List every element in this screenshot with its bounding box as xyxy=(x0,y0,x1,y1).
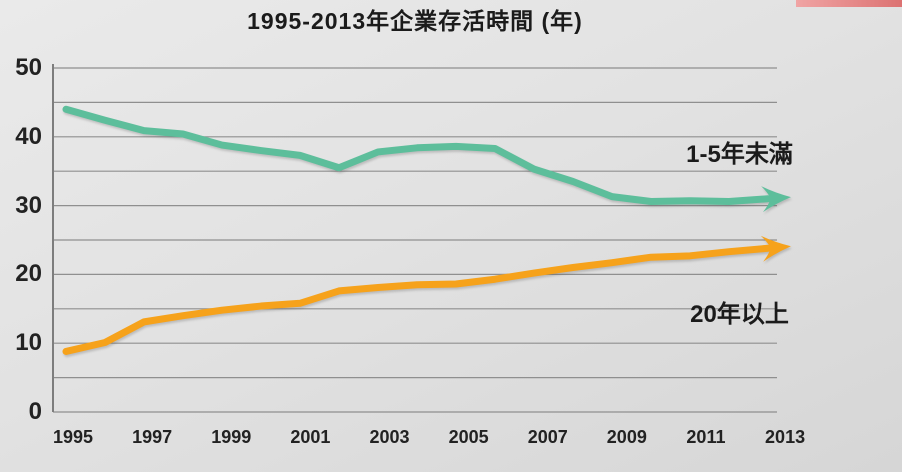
chart-title: 1995-2013年企業存活時間 (年) xyxy=(247,8,583,34)
series-label: 1-5年未滿 xyxy=(686,140,793,168)
x-tick-label: 1997 xyxy=(132,427,173,447)
x-tick-label: 2003 xyxy=(369,427,410,447)
y-tick-label: 20 xyxy=(15,260,42,288)
y-tick-label: 0 xyxy=(28,398,42,425)
x-tick-label: 1995 xyxy=(52,427,94,447)
y-tick-label: 10 xyxy=(15,329,42,357)
series-line-orange xyxy=(62,235,791,355)
x-tick-label: 2005 xyxy=(448,427,489,447)
x-tick-label: 2007 xyxy=(527,427,568,447)
x-tick-label: 2011 xyxy=(686,427,726,447)
x-tick-label: 2013 xyxy=(765,427,806,447)
x-tick-label: 2009 xyxy=(606,427,647,447)
series-line-teal xyxy=(62,105,791,213)
y-tick-label: 30 xyxy=(15,191,42,219)
y-tick-label: 50 xyxy=(15,54,42,81)
x-tick-label: 2001 xyxy=(290,427,331,447)
series-label: 20年以上 xyxy=(690,301,789,329)
x-tick-label: 1999 xyxy=(211,427,252,447)
y-tick-label: 40 xyxy=(15,122,42,150)
video-progress-strip xyxy=(796,0,902,7)
